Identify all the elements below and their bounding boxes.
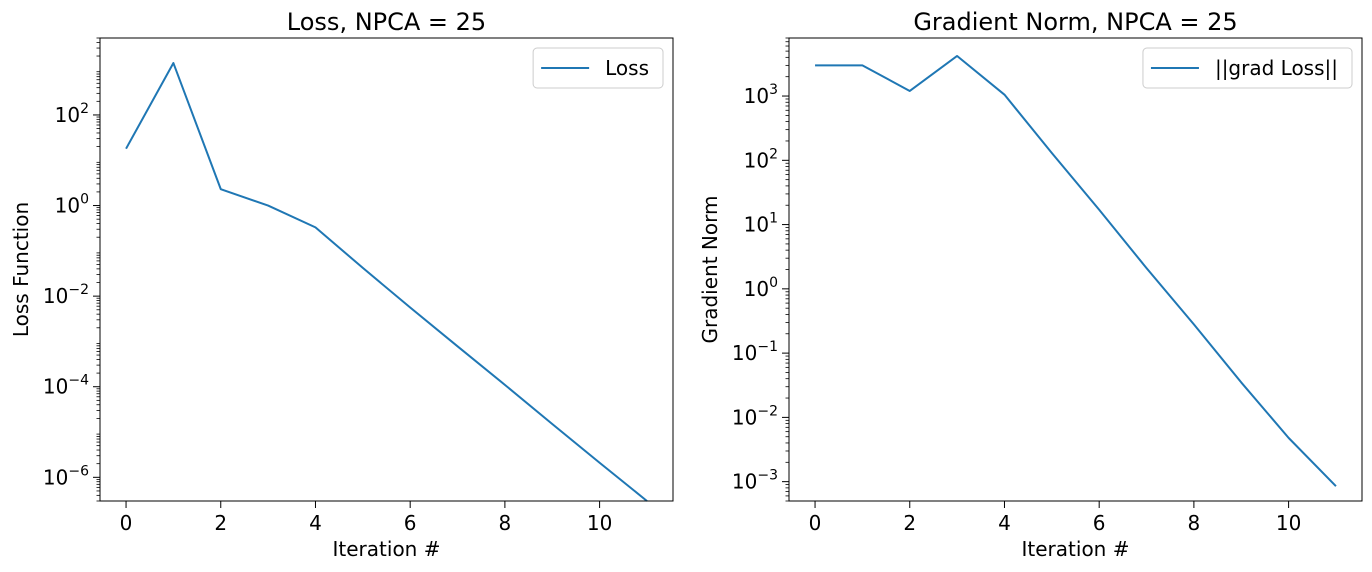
y-tick-label: 103 [744,82,778,108]
legend-label: Loss [605,56,649,80]
y-tick-label-exponent: −3 [757,468,778,484]
y-tick-label-base: 10 [732,341,757,365]
y-tick-label: 10−4 [43,373,89,399]
y-tick-label-exponent: 3 [769,82,778,98]
legend: Loss [532,47,664,89]
y-tick-label-base: 10 [732,470,757,494]
y-tick-label: 10−2 [732,403,778,429]
y-tick-label: 101 [744,211,778,237]
legend: ||grad Loss|| [1142,47,1353,89]
series-line [815,54,1337,487]
legend-label: ||grad Loss|| [1215,56,1338,80]
y-tick-label-base: 10 [55,103,80,127]
y-tick-label-exponent: −2 [757,403,778,419]
y-tick-label-exponent: −6 [68,463,89,479]
x-tick-label: 0 [809,511,822,535]
legend-box [1142,47,1353,89]
loss-chart-panel: Loss, NPCA = 25 Iteration # Loss Functio… [9,8,674,561]
x-axis-label: Iteration # [333,537,441,561]
x-tick-label: 6 [404,511,417,535]
chart-title: Loss, NPCA = 25 [287,8,486,36]
y-tick-label-exponent: −1 [757,339,778,355]
y-tick-label-exponent: 0 [769,275,778,291]
chart-title: Gradient Norm, NPCA = 25 [913,8,1237,36]
y-tick-label-base: 10 [744,84,769,108]
y-tick-label-exponent: 0 [80,192,89,208]
x-tick-label: 4 [998,511,1011,535]
y-tick-label-base: 10 [732,405,757,429]
y-tick-label: 100 [55,192,89,218]
y-axis-label: Gradient Norm [698,196,722,344]
y-tick-label-exponent: −2 [68,282,89,298]
x-tick-label: 10 [1276,511,1301,535]
x-tick-label: 0 [120,511,133,535]
y-minor-ticks [785,37,789,502]
x-tick-label: 8 [1188,511,1201,535]
y-tick-label: 10−2 [43,282,89,308]
y-tick-label-base: 10 [43,284,68,308]
y-axis-label: Loss Function [9,202,33,337]
y-tick-label-exponent: 2 [769,146,778,162]
y-tick-label: 102 [744,146,778,172]
x-tick-label: 8 [499,511,512,535]
y-tick-label: 102 [55,101,89,127]
y-tick-label-base: 10 [43,375,68,399]
plot-area-frame [788,37,1363,502]
x-axis-label: Iteration # [1022,537,1130,561]
x-tick-label: 10 [587,511,612,535]
y-tick-label-base: 10 [744,148,769,172]
gradient-norm-chart-panel: Gradient Norm, NPCA = 25 Iteration # Gra… [698,8,1363,561]
x-tick-label: 6 [1093,511,1106,535]
y-tick-label-base: 10 [43,465,68,489]
y-tick-label-exponent: 2 [80,101,89,117]
y-minor-ticks [96,37,100,502]
x-tick-label: 4 [309,511,322,535]
y-tick-label-exponent: −4 [68,373,89,389]
y-tick-label-base: 10 [744,213,769,237]
plot-area-frame [99,37,674,502]
series-line [125,62,648,502]
y-tick-label: 10−1 [732,339,778,365]
y-tick-label-exponent: 1 [769,211,778,227]
y-tick-label-base: 10 [55,194,80,218]
y-tick-label: 10−6 [43,463,89,489]
legend-box [532,47,664,89]
y-tick-label: 100 [744,275,778,301]
x-tick-label: 2 [903,511,916,535]
x-tick-label: 2 [214,511,227,535]
y-tick-label: 10−3 [732,468,778,494]
y-tick-label-base: 10 [744,277,769,301]
